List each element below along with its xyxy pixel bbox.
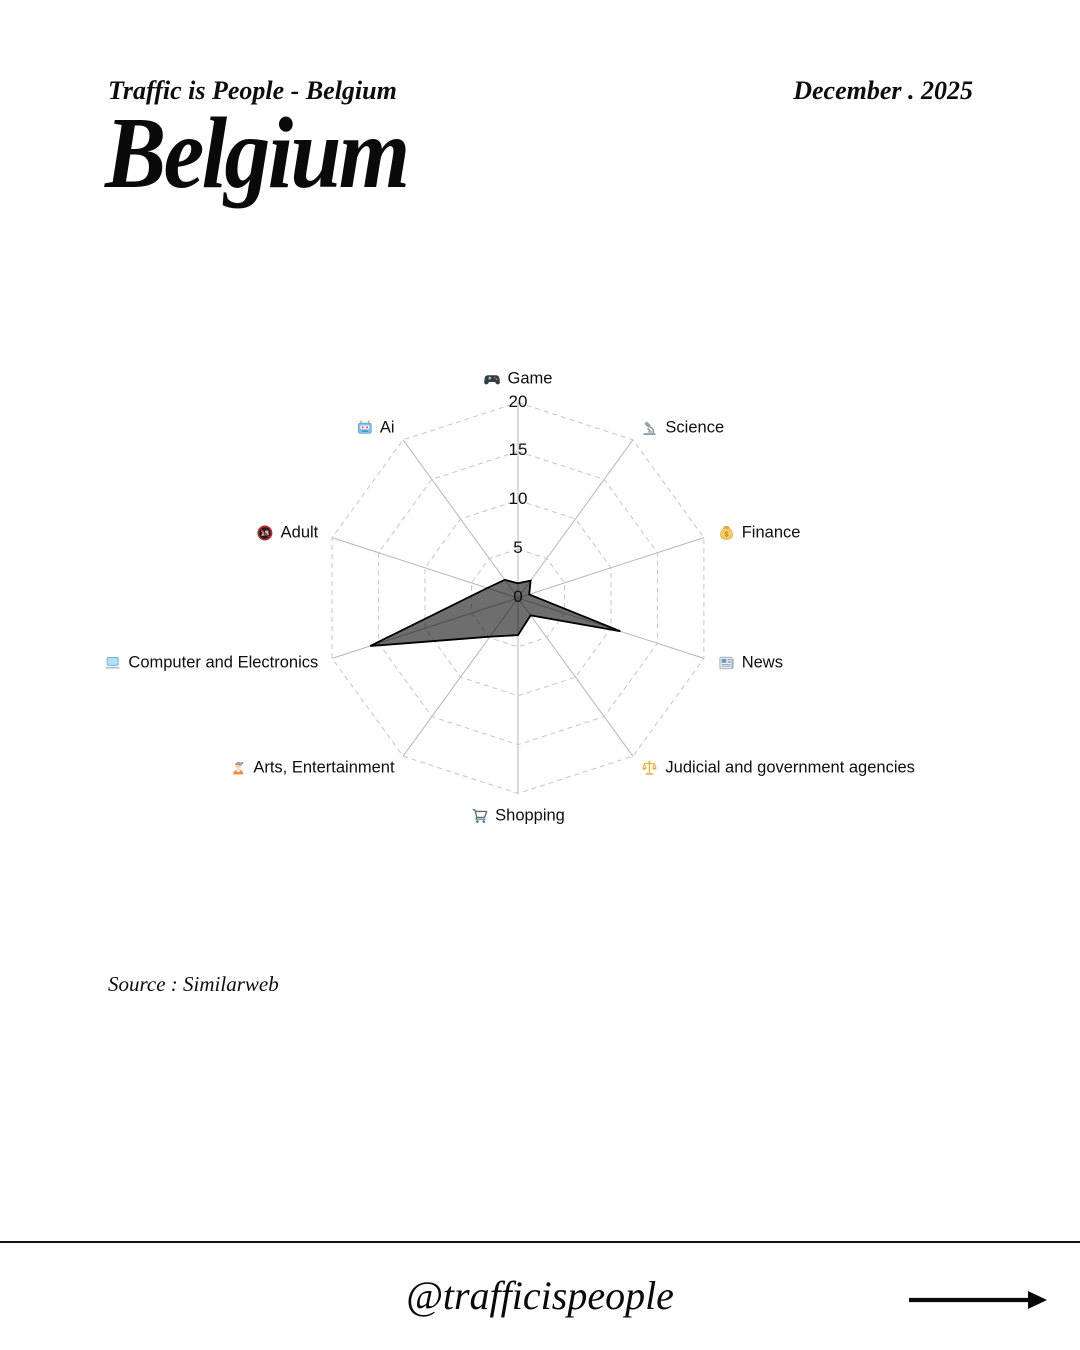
radar-spoke bbox=[402, 439, 519, 599]
category-label-adult: 18 Adult bbox=[257, 523, 319, 543]
category-label-text: Game bbox=[507, 369, 553, 388]
page-title: Belgium bbox=[105, 97, 410, 210]
arrow-right-icon bbox=[909, 1291, 1047, 1309]
category-label-text: Finance bbox=[741, 523, 801, 542]
category-label-finance: $ Finance bbox=[718, 523, 801, 543]
radar-tick-label: 0 bbox=[513, 587, 523, 606]
category-label-arts-entertainment: Arts, Entertainment bbox=[229, 758, 395, 777]
ai-icon bbox=[356, 420, 373, 437]
footer-divider bbox=[0, 1241, 1080, 1243]
adult-icon: 18 bbox=[257, 525, 274, 542]
source-note: Source : Similarweb bbox=[108, 972, 279, 996]
category-label-text: Judicial and government agencies bbox=[665, 758, 915, 777]
social-handle: @trafficispeople bbox=[406, 1273, 674, 1318]
category-label-ai: Ai bbox=[356, 419, 395, 438]
category-label-shopping: Shopping bbox=[471, 807, 565, 826]
report-kicker: Traffic is People - Belgium bbox=[108, 76, 397, 105]
news-icon bbox=[718, 654, 735, 671]
category-label-text: Computer and Electronics bbox=[128, 653, 319, 672]
arts-icon bbox=[229, 759, 246, 776]
radar-tick-label: 20 bbox=[508, 391, 528, 411]
radar-spoke bbox=[517, 597, 705, 659]
radar-series-polygon bbox=[369, 578, 621, 647]
category-label-game: Game bbox=[484, 369, 553, 389]
shopping-icon bbox=[471, 808, 488, 825]
finance-icon: $ bbox=[718, 525, 735, 542]
category-label-text: Ai bbox=[379, 418, 395, 437]
radar-spoke bbox=[402, 597, 519, 757]
judicial-icon bbox=[641, 759, 658, 776]
radar-spoke bbox=[331, 597, 519, 659]
category-label-text: Shopping bbox=[495, 806, 565, 825]
radar-spoke bbox=[517, 597, 634, 757]
category-label-text: Science bbox=[665, 418, 725, 437]
svg-text:$: $ bbox=[724, 531, 728, 538]
category-label-text: Adult bbox=[280, 523, 319, 542]
radar-tick-label: 5 bbox=[513, 538, 523, 558]
category-label-news: News bbox=[718, 653, 783, 672]
radar-spoke bbox=[517, 439, 634, 599]
computer-icon bbox=[104, 654, 121, 671]
radar-spoke bbox=[331, 537, 519, 599]
report-date: December . 2025 bbox=[793, 76, 973, 105]
category-label-judicial-and-government-agencies: Judicial and government agencies bbox=[641, 758, 915, 777]
radar-tick-label: 15 bbox=[508, 440, 528, 460]
category-label-text: News bbox=[741, 653, 783, 672]
category-label-computer-and-electronics: Computer and Electronics bbox=[104, 653, 318, 672]
category-label-science: Science bbox=[641, 419, 724, 438]
game-icon bbox=[484, 371, 501, 388]
science-icon bbox=[641, 420, 658, 437]
radar-tick-label: 10 bbox=[508, 489, 528, 509]
radar-spoke bbox=[517, 537, 705, 599]
category-label-text: Arts, Entertainment bbox=[253, 758, 395, 777]
